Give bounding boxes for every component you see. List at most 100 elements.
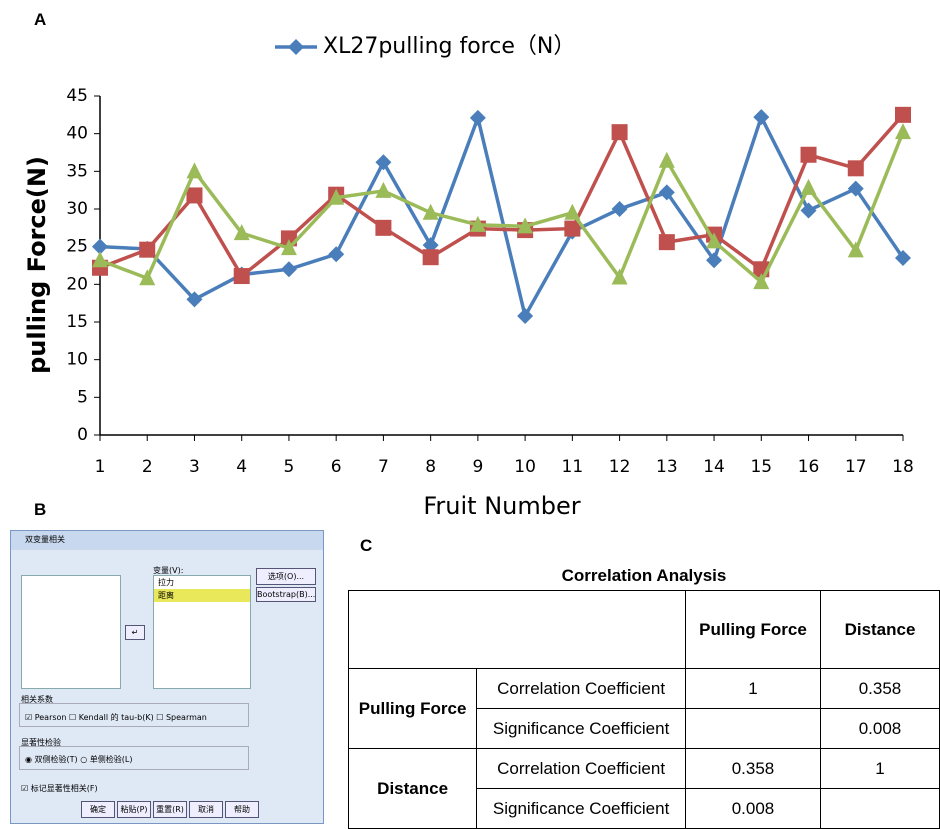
marker	[611, 201, 628, 217]
x-tick-label: 14	[703, 457, 725, 477]
checkbox[interactable]: ☑ Pearson ☐ Kendall 的 tau-b(K) ☐ Spearma…	[25, 713, 207, 722]
variable[interactable]: 拉力	[158, 578, 174, 587]
table-cell: 0.008	[820, 708, 940, 749]
x-tick-label: 18	[892, 457, 914, 477]
options-button[interactable]: 选项(O)...	[256, 568, 316, 585]
x-tick-label: 1	[95, 457, 106, 477]
row-group-header: Distance	[347, 748, 478, 829]
x-tick-label: 13	[656, 457, 678, 477]
x-tick-label: 7	[378, 457, 389, 477]
y-axis-label: pulling Force(N)	[23, 156, 51, 374]
source-list[interactable]	[21, 575, 121, 689]
marker	[895, 106, 911, 123]
y-tick-label: 40	[66, 124, 88, 144]
marker	[280, 239, 297, 256]
chart: pulling Force(N) Fruit Number 0510152025…	[23, 34, 914, 520]
move-button[interactable]: ↵	[125, 625, 145, 640]
marker	[706, 232, 723, 249]
marker	[186, 162, 203, 179]
checkbox[interactable]: ☑ 标记显著性相关(F)	[21, 784, 98, 793]
group-label: 相关系数	[21, 695, 53, 704]
marker	[139, 241, 156, 258]
row-label: Significance Coefficient	[476, 788, 686, 829]
x-tick-label: 2	[142, 457, 153, 477]
marker	[706, 252, 723, 269]
marker	[658, 184, 675, 201]
y-tick-label: 35	[66, 161, 88, 181]
x-tick-label: 4	[236, 457, 247, 477]
x-tick-label: 11	[562, 457, 584, 477]
marker	[753, 273, 770, 290]
marker	[611, 268, 628, 285]
marker	[847, 241, 864, 258]
x-axis-label: Fruit Number	[423, 492, 580, 520]
marker	[517, 217, 534, 234]
variable[interactable]: 距离	[154, 589, 250, 602]
marker	[800, 178, 817, 195]
x-tick-label: 9	[472, 457, 483, 477]
x-tick-label: 12	[609, 457, 631, 477]
table-title: Correlation Analysis	[561, 566, 727, 585]
table: Pulling Force Distance Pulling Force Correl…	[347, 590, 940, 829]
marker	[375, 154, 392, 171]
dialog-button[interactable]: 确定	[81, 801, 115, 818]
option: 单侧检验(L)	[89, 755, 133, 764]
row-label: Significance Coefficient	[476, 708, 686, 749]
marker	[422, 249, 439, 266]
option: 标记显著性相关(F)	[30, 784, 98, 793]
marker	[469, 215, 486, 232]
dialog-button[interactable]: 取消	[189, 801, 223, 818]
table-row: Significance Coefficient 0.008	[349, 788, 940, 829]
radio[interactable]: ◉ 双侧检验(T) ○ 单侧检验(L)	[25, 755, 133, 764]
bootstrap-button[interactable]: Bootstrap(B)...	[256, 587, 316, 602]
x-tick-label: 8	[425, 457, 436, 477]
table-corner	[348, 590, 686, 669]
marker	[139, 269, 156, 286]
variables-label: 变量(V):	[153, 566, 184, 575]
marker	[847, 180, 864, 197]
marker	[233, 268, 250, 285]
table-cell: 1	[685, 668, 821, 709]
option: Spearman	[165, 713, 207, 722]
marker	[658, 151, 675, 168]
group-label: 显著性检验	[21, 738, 61, 747]
table-cell: 0.008	[685, 788, 821, 829]
y-tick-label: 10	[66, 350, 88, 370]
marker	[800, 146, 817, 163]
table-cell: 0.358	[685, 748, 821, 789]
x-tick-label: 16	[798, 457, 820, 477]
marker	[375, 219, 392, 236]
row-label: Correlation Coefficient	[476, 748, 686, 789]
dialog-button[interactable]: 帮助	[225, 801, 259, 818]
marker	[375, 181, 392, 198]
marker	[288, 39, 304, 55]
option: Pearson	[34, 713, 67, 722]
panel-label: A	[34, 10, 47, 29]
y-tick-label: 20	[66, 274, 88, 294]
dialog-button[interactable]: 重置(R)	[153, 801, 187, 818]
marker	[753, 109, 770, 126]
option: Kendall 的 tau-b(K)	[78, 713, 154, 722]
x-tick-label: 15	[750, 457, 772, 477]
marker	[92, 251, 108, 268]
table-row: Distance Correlation Coefficient 0.358 1	[347, 748, 940, 829]
marker	[469, 109, 486, 126]
table-cell: 0.358	[820, 668, 940, 709]
table-cell	[685, 708, 821, 749]
dialog-button[interactable]: 粘贴(P)	[117, 801, 151, 818]
x-tick-label: 6	[331, 457, 342, 477]
legend-label: XL27pulling force（N）	[323, 34, 575, 59]
y-tick-label: 5	[77, 387, 88, 407]
marker	[422, 203, 439, 220]
variable-list[interactable]: 拉力 距离	[153, 575, 251, 689]
marker	[895, 249, 911, 266]
dialog: 双变量相关 ↵ 变量(V): 拉力 距离 选项(O)... Bootstrap(…	[10, 530, 324, 824]
marker	[564, 203, 581, 220]
y-tick-label: 45	[66, 86, 88, 106]
row-label: Correlation Coefficient	[476, 668, 686, 709]
x-tick-label: 10	[514, 457, 536, 477]
column-header: Distance	[820, 590, 940, 669]
marker	[186, 187, 203, 204]
y-tick-label: 30	[66, 199, 88, 219]
table-header-row: Pulling Force Distance	[348, 590, 940, 669]
